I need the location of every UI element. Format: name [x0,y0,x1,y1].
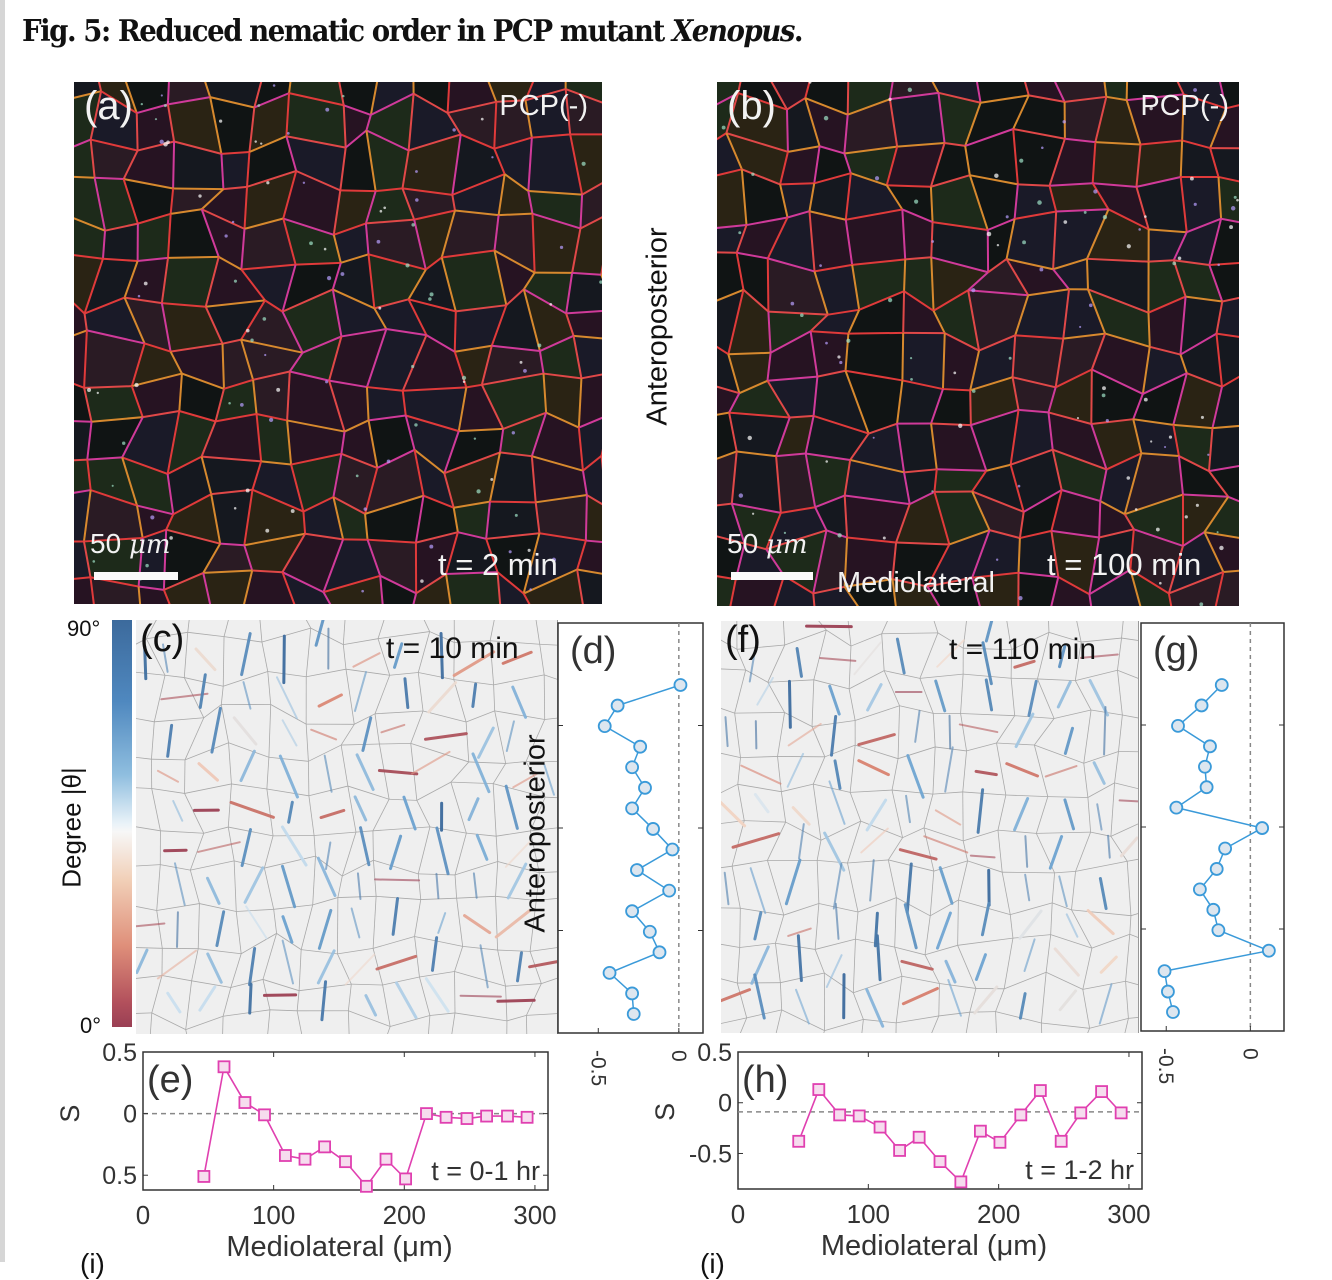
data-point [1075,1107,1086,1118]
y-axis-label: S [650,1103,680,1121]
time-annotation: t = 1-2 hr [1025,1155,1134,1185]
data-point [935,1156,946,1167]
data-point [813,1084,824,1095]
y-tick-label: 0 [718,1090,732,1118]
panel-letter: (h) [742,1059,788,1101]
panel-i-partial-label-right: (i) [700,1248,725,1280]
data-point [1035,1085,1046,1096]
panel-i-partial-label-left: (i) [80,1248,105,1280]
data-point [975,1126,986,1137]
data-point [854,1110,865,1121]
x-tick-label: 300 [1107,1199,1150,1229]
data-point [914,1132,925,1143]
data-point [793,1136,804,1147]
data-point [1056,1136,1067,1147]
x-tick-label: 0 [731,1199,745,1229]
y-tick-label: -0.5 [689,1140,732,1168]
data-point [834,1109,845,1120]
y-tick-label: 0.5 [697,1039,732,1067]
x-tick-label: 100 [847,1199,890,1229]
data-point [894,1145,905,1156]
data-point [1116,1107,1127,1118]
data-point [955,1176,966,1187]
data-point [994,1137,1005,1148]
data-point [1015,1109,1026,1120]
data-point [875,1122,886,1133]
x-tick-label: 200 [977,1199,1020,1229]
data-point [1096,1086,1107,1097]
x-axis-label: Mediolateral (μm) [821,1230,1047,1262]
